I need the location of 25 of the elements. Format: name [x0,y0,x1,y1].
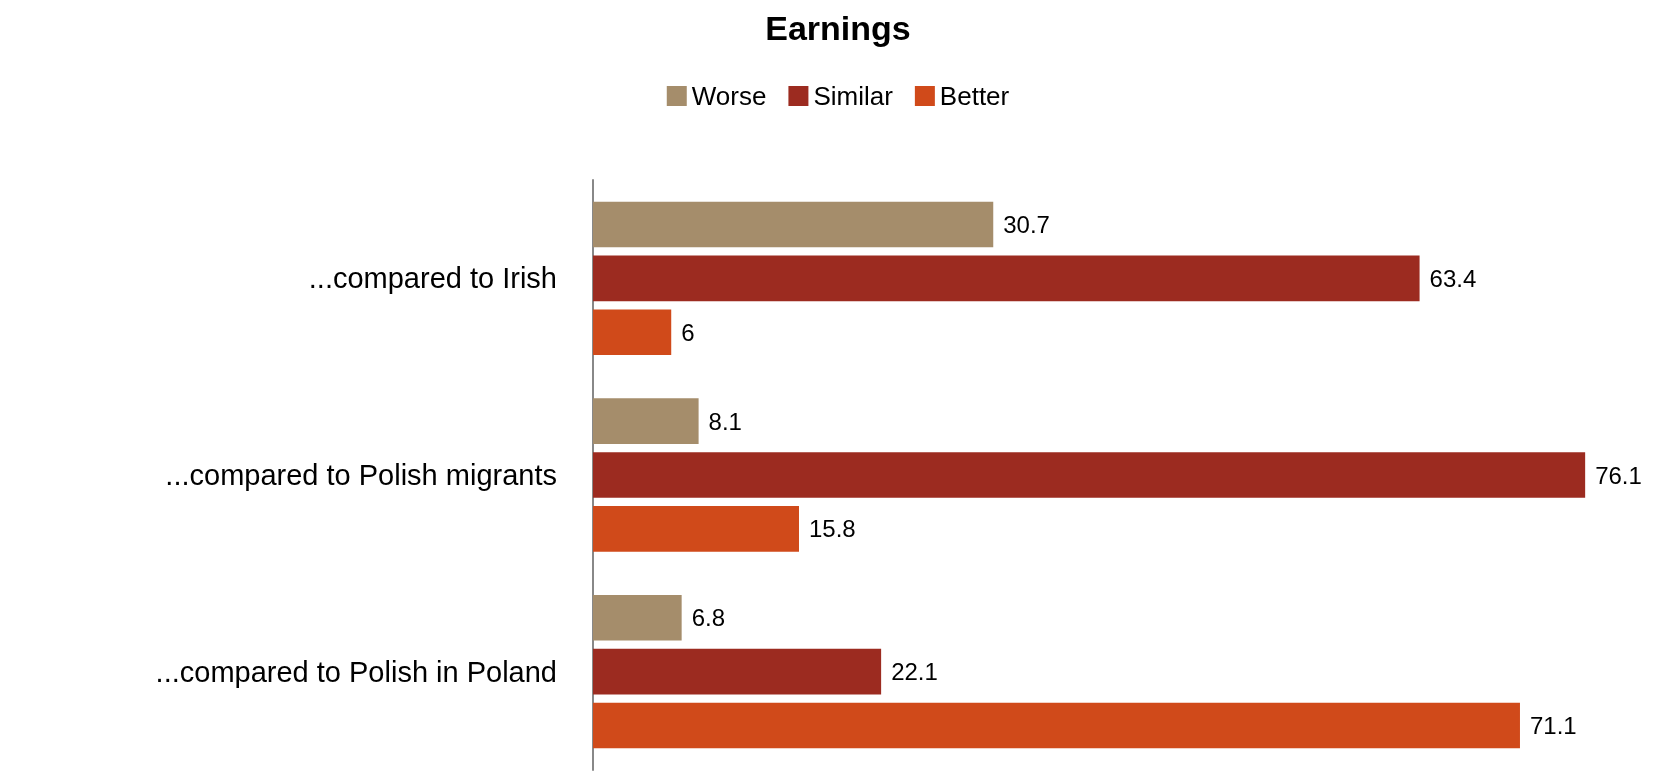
y-tick-label: ...compared to Irish [308,262,557,295]
bar [593,201,994,248]
bar [593,648,882,695]
bar [593,452,1586,498]
bar [593,398,699,444]
data-label: 8.1 [708,407,742,435]
data-label: 76.1 [1595,461,1642,489]
data-label: 63.4 [1429,264,1477,292]
data-label: 22.1 [891,658,938,686]
data-label: 15.8 [808,515,856,543]
bar [593,702,1520,749]
legend-label: Similar [813,81,894,111]
y-tick-label: ...compared to Polish in Poland [155,655,557,688]
legend-label: Worse [691,81,767,111]
bar [593,506,799,552]
bar [593,255,1420,302]
chart-title: Earnings [765,9,911,47]
legend-label: Better [939,81,1010,111]
data-label: 30.7 [1003,210,1050,238]
bar [593,309,672,356]
bar [593,594,682,641]
data-label: 6 [681,318,695,346]
y-tick-label: ...compared to Polish migrants [165,459,557,491]
data-label: 6.8 [691,604,726,632]
data-label: 71.1 [1529,712,1577,740]
